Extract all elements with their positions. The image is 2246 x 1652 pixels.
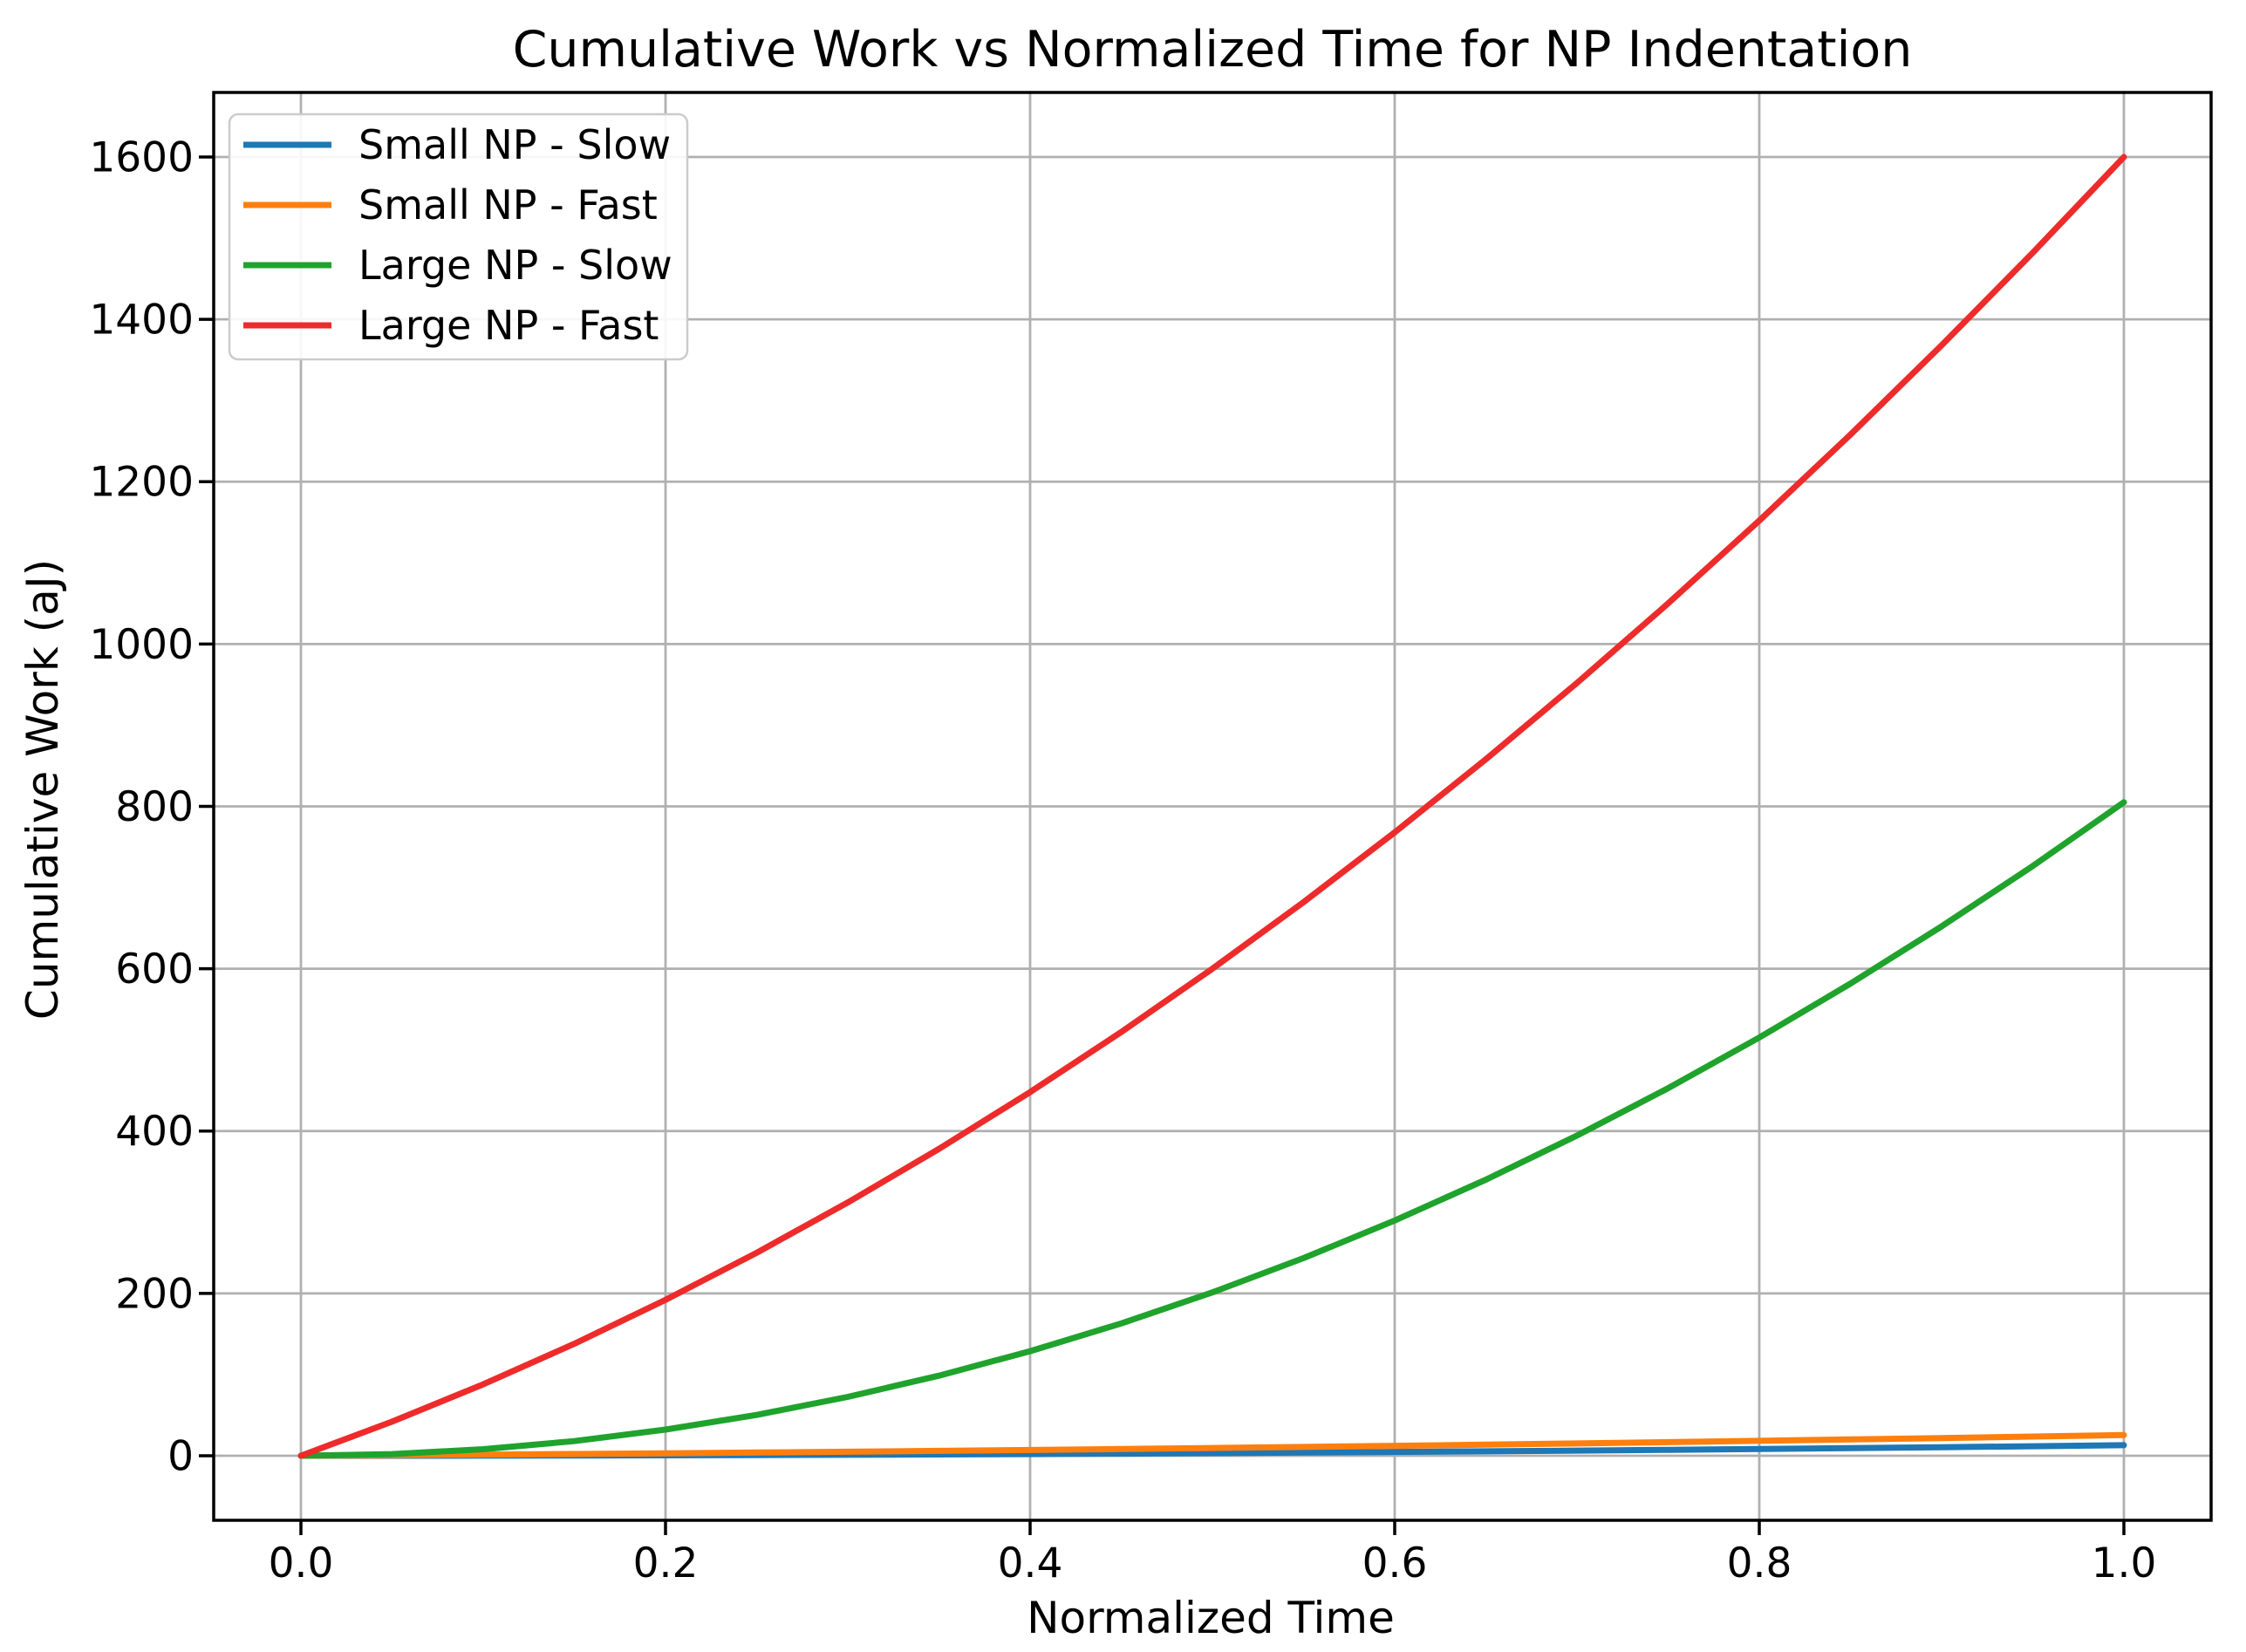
series-lines xyxy=(297,154,2127,1459)
legend-label-large-np-fast: Large NP - Fast xyxy=(358,302,659,349)
x-tick-label: 0.0 xyxy=(269,1539,334,1587)
gridlines xyxy=(214,92,2211,1520)
x-tick-label: 0.2 xyxy=(633,1539,699,1587)
series-line-large-np-fast xyxy=(297,154,2127,1459)
series-line-large-np-slow xyxy=(297,799,2127,1459)
x-tick-label: 1.0 xyxy=(2092,1539,2157,1587)
y-tick-label: 800 xyxy=(115,783,194,831)
y-tick-label: 1000 xyxy=(89,621,194,669)
chart-title: Cumulative Work vs Normalized Time for N… xyxy=(513,21,1913,79)
y-axis-label: Cumulative Work (aJ) xyxy=(17,559,68,1020)
y-tick-label: 0 xyxy=(167,1432,194,1480)
legend: Small NP - Slow Small NP - Fast Large NP -… xyxy=(228,113,689,361)
series-line-small-np-fast xyxy=(297,1431,2127,1459)
y-tick-label: 1600 xyxy=(89,133,194,181)
x-tick-label: 0.8 xyxy=(1727,1539,1792,1587)
legend-box xyxy=(228,113,689,361)
y-tick-label: 200 xyxy=(115,1270,194,1318)
legend-label-small-np-slow: Small NP - Slow xyxy=(358,121,671,168)
legend-label-small-np-fast: Small NP - Fast xyxy=(358,181,658,229)
y-tick-label: 400 xyxy=(115,1108,194,1156)
plot-border xyxy=(212,91,2213,1522)
x-tick-label: 0.4 xyxy=(998,1539,1063,1587)
legend-label-large-np-slow: Large NP - Slow xyxy=(358,242,672,289)
y-tick-label: 1200 xyxy=(89,459,194,507)
axis-ticks: 0.0 0.2 0.4 0.6 0.8 1.0 0 200 400 600 800 1000 1200 1… xyxy=(89,133,2156,1587)
y-tick-label: 1400 xyxy=(89,297,194,345)
y-tick-label: 600 xyxy=(115,945,194,993)
x-tick-label: 0.6 xyxy=(1362,1539,1428,1587)
x-axis-label: Normalized Time xyxy=(1027,1593,1395,1643)
